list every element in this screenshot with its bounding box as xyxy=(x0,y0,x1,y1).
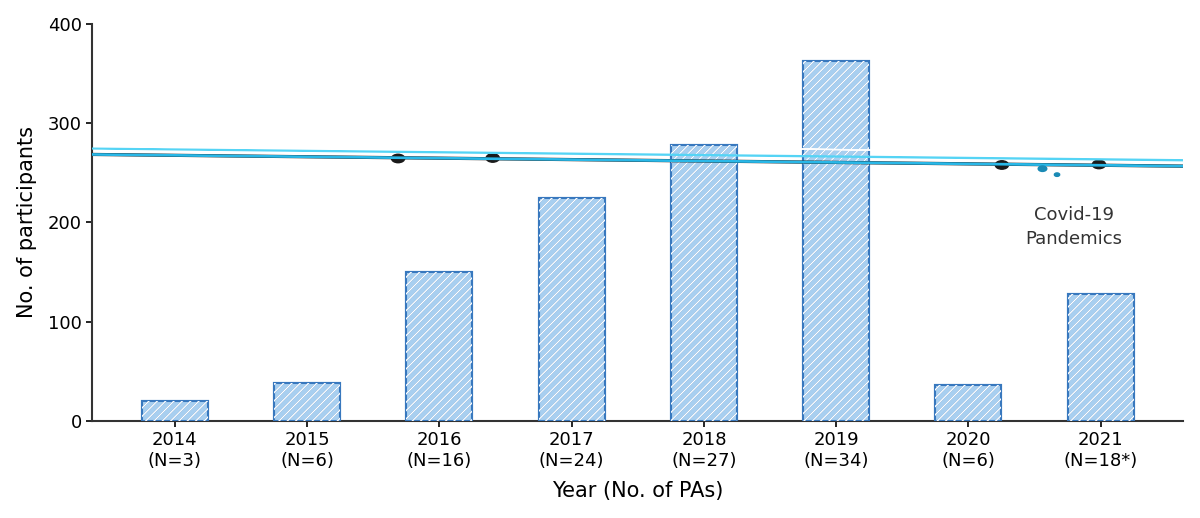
Bar xyxy=(407,272,473,421)
Bar xyxy=(274,383,340,421)
Bar xyxy=(1068,294,1134,421)
Bar xyxy=(1068,294,1134,421)
Ellipse shape xyxy=(0,140,1200,190)
Bar xyxy=(671,145,737,421)
Bar xyxy=(935,385,1002,421)
Bar xyxy=(274,383,340,421)
Bar xyxy=(142,401,208,421)
Ellipse shape xyxy=(0,142,1200,175)
Ellipse shape xyxy=(391,154,404,163)
Bar xyxy=(407,272,473,421)
X-axis label: Year (No. of PAs): Year (No. of PAs) xyxy=(552,481,724,501)
Bar xyxy=(142,401,208,421)
Bar xyxy=(1068,294,1134,421)
Bar xyxy=(671,145,737,421)
Bar xyxy=(539,197,605,421)
Bar xyxy=(671,145,737,421)
Ellipse shape xyxy=(486,154,499,162)
Bar xyxy=(803,62,869,421)
Bar xyxy=(539,197,605,421)
Bar xyxy=(935,385,1002,421)
Bar xyxy=(274,383,340,421)
Ellipse shape xyxy=(1038,166,1046,171)
Ellipse shape xyxy=(1055,173,1060,177)
Ellipse shape xyxy=(995,161,1008,169)
Bar xyxy=(539,197,605,421)
Bar xyxy=(935,385,1002,421)
Text: Covid-19
Pandemics: Covid-19 Pandemics xyxy=(1026,207,1123,248)
Ellipse shape xyxy=(0,130,1200,200)
Ellipse shape xyxy=(1092,160,1105,169)
Bar xyxy=(803,62,869,421)
Bar xyxy=(803,62,869,421)
Bar xyxy=(142,401,208,421)
Ellipse shape xyxy=(757,148,1200,157)
Y-axis label: No. of participants: No. of participants xyxy=(17,126,37,319)
Bar xyxy=(407,272,473,421)
